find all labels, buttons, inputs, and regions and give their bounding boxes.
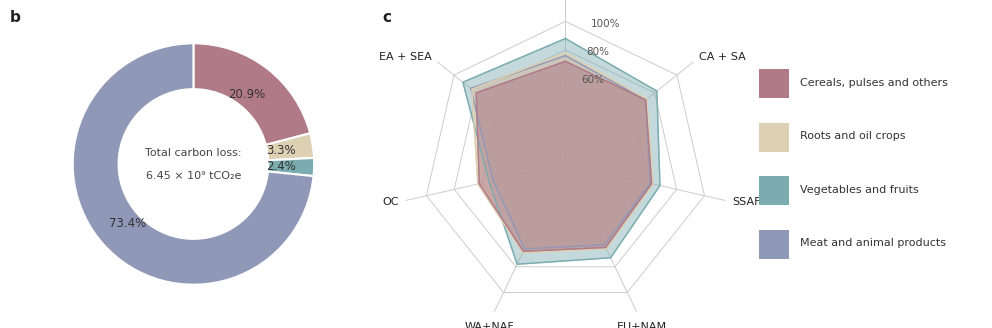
Text: Vegetables and fruits: Vegetables and fruits: [800, 185, 919, 195]
Text: 2.4%: 2.4%: [267, 160, 297, 173]
Text: 20.9%: 20.9%: [228, 88, 266, 101]
Text: b: b: [10, 10, 21, 25]
Polygon shape: [476, 61, 652, 251]
Polygon shape: [463, 38, 660, 264]
Text: 3.3%: 3.3%: [266, 144, 296, 157]
Bar: [759, 230, 789, 259]
Wedge shape: [266, 133, 314, 160]
Text: 73.4%: 73.4%: [109, 216, 147, 230]
Wedge shape: [72, 43, 313, 285]
Bar: [759, 123, 789, 152]
Text: 100%: 100%: [591, 19, 620, 29]
Bar: [759, 176, 789, 205]
Text: Total carbon loss:: Total carbon loss:: [145, 148, 242, 158]
Text: 6.45 × 10⁹ tCO₂e: 6.45 × 10⁹ tCO₂e: [146, 171, 241, 181]
Wedge shape: [268, 158, 314, 176]
Polygon shape: [470, 56, 650, 249]
Text: c: c: [382, 10, 391, 25]
Text: OC: OC: [382, 197, 399, 207]
Text: EA + SEA: EA + SEA: [379, 52, 432, 62]
Text: Cereals, pulses and others: Cereals, pulses and others: [800, 77, 947, 88]
Wedge shape: [193, 43, 310, 145]
Bar: [759, 69, 789, 98]
Text: SSAF: SSAF: [732, 197, 761, 207]
Text: Meat and animal products: Meat and animal products: [800, 238, 946, 248]
Text: 80%: 80%: [586, 47, 609, 57]
Text: CA + SA: CA + SA: [699, 52, 746, 62]
Text: 60%: 60%: [580, 75, 604, 85]
Polygon shape: [472, 53, 653, 253]
Text: WA+NAF: WA+NAF: [464, 322, 514, 328]
Text: Roots and oil crops: Roots and oil crops: [800, 131, 906, 141]
Text: EU+NAM: EU+NAM: [616, 322, 667, 328]
